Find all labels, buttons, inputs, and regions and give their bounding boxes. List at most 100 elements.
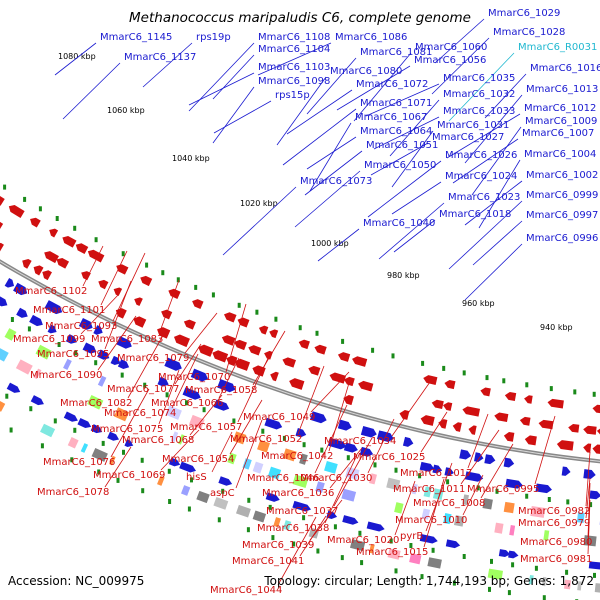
feature-label: MmarC6_1034 bbox=[324, 436, 396, 447]
gc-marker bbox=[511, 562, 515, 568]
gene-feature bbox=[299, 453, 308, 465]
gc-marker bbox=[589, 502, 593, 508]
gene-feature bbox=[295, 428, 307, 438]
gene-feature bbox=[0, 196, 5, 206]
gene-feature bbox=[314, 344, 327, 355]
feature-label: MmarC6_1051 bbox=[366, 140, 438, 151]
gc-marker bbox=[420, 574, 424, 580]
gc-marker bbox=[94, 360, 98, 366]
gene-feature bbox=[343, 394, 354, 406]
gene-feature bbox=[583, 469, 596, 479]
leader-line bbox=[431, 37, 490, 95]
gene-feature bbox=[29, 314, 43, 327]
gc-marker bbox=[446, 479, 450, 485]
gene-feature bbox=[42, 270, 52, 281]
gc-marker bbox=[5, 393, 9, 399]
feature-label: MmarC6_0999 bbox=[526, 190, 598, 201]
gene-feature bbox=[62, 236, 77, 248]
feature-label: MmarC6_0995 bbox=[467, 484, 539, 495]
kbp-label: 980 kbp bbox=[387, 271, 420, 280]
leader-line bbox=[448, 200, 523, 270]
gene-feature bbox=[292, 500, 312, 512]
gene-feature bbox=[315, 481, 325, 493]
gene-feature bbox=[33, 368, 42, 380]
gene-feature bbox=[226, 355, 238, 367]
gene-feature bbox=[168, 288, 181, 300]
gc-marker bbox=[495, 488, 499, 494]
gene-feature bbox=[342, 515, 359, 525]
gene-feature bbox=[368, 543, 375, 554]
gene-feature bbox=[190, 368, 209, 382]
leader-line bbox=[188, 72, 255, 106]
gene-feature bbox=[180, 485, 191, 496]
gene-feature bbox=[109, 455, 116, 466]
feature-label: MmarC6_1031 bbox=[437, 120, 509, 131]
gene-feature bbox=[337, 352, 351, 362]
map-title: Methanococcus maripaludis C6, complete g… bbox=[129, 10, 471, 26]
feature-label: hisS bbox=[186, 472, 207, 483]
leader-line bbox=[452, 138, 519, 184]
gc-marker bbox=[73, 427, 77, 433]
gene-feature bbox=[252, 365, 266, 377]
gc-marker bbox=[592, 391, 596, 397]
gene-feature bbox=[35, 344, 52, 360]
gene-feature bbox=[576, 512, 585, 523]
gc-marker bbox=[9, 427, 13, 433]
leader-line bbox=[54, 42, 97, 76]
gene-feature bbox=[462, 406, 481, 417]
feature-label: MmarC6_1108 bbox=[258, 32, 330, 43]
gene-feature bbox=[63, 358, 72, 370]
feature-label: MmarC6_1069 bbox=[93, 470, 165, 481]
gc-marker bbox=[488, 586, 491, 592]
gc-marker bbox=[55, 216, 59, 221]
leader-line bbox=[393, 219, 436, 253]
gc-marker bbox=[140, 457, 144, 463]
leader-line bbox=[297, 365, 325, 435]
leader-line bbox=[373, 116, 440, 150]
gene-feature bbox=[480, 387, 491, 397]
leader-line bbox=[480, 443, 514, 499]
leader-line bbox=[587, 499, 591, 555]
feature-label: MmarC6_1007 bbox=[522, 128, 594, 139]
gene-feature bbox=[4, 277, 15, 288]
gene-feature bbox=[387, 548, 401, 560]
gene-feature bbox=[423, 486, 432, 498]
gc-marker bbox=[122, 449, 125, 455]
gc-marker bbox=[27, 326, 31, 332]
gene-feature bbox=[337, 419, 352, 431]
feature-label: MmarC6_1079 bbox=[117, 353, 189, 364]
leader-line bbox=[464, 94, 523, 164]
gene-feature bbox=[394, 502, 404, 514]
gc-marker bbox=[97, 469, 101, 475]
gc-marker bbox=[38, 206, 42, 212]
leader-line bbox=[252, 330, 286, 386]
gc-marker bbox=[485, 375, 489, 381]
feature-label: MmarC6_1104 bbox=[258, 44, 330, 55]
feature-label: MmarC6_1013 bbox=[526, 84, 598, 95]
leader-line bbox=[237, 353, 271, 423]
leader-line bbox=[222, 186, 297, 256]
kbp-label: 940 kbp bbox=[540, 323, 573, 332]
gene-feature bbox=[352, 356, 368, 367]
gene-feature bbox=[326, 510, 338, 519]
gc-marker bbox=[316, 548, 320, 554]
gene-feature bbox=[257, 439, 270, 453]
gene-feature bbox=[221, 335, 236, 346]
gene-feature bbox=[592, 404, 600, 414]
feature-label: MmarC6_1057 bbox=[170, 422, 242, 433]
gc-marker bbox=[525, 382, 529, 388]
feature-label: MmarC6_0997 bbox=[526, 210, 598, 221]
gc-marker bbox=[161, 270, 165, 276]
leader-line bbox=[460, 429, 500, 485]
leader-line bbox=[309, 122, 352, 192]
gene-feature bbox=[183, 319, 196, 330]
leader-line bbox=[394, 480, 416, 536]
gene-feature bbox=[30, 395, 44, 406]
feature-label: MmarC6_1050 bbox=[364, 160, 436, 171]
gene-feature bbox=[80, 443, 89, 453]
gc-marker bbox=[341, 338, 345, 344]
leader-line bbox=[299, 515, 327, 557]
gene-feature bbox=[561, 466, 571, 476]
gene-feature bbox=[87, 395, 104, 410]
